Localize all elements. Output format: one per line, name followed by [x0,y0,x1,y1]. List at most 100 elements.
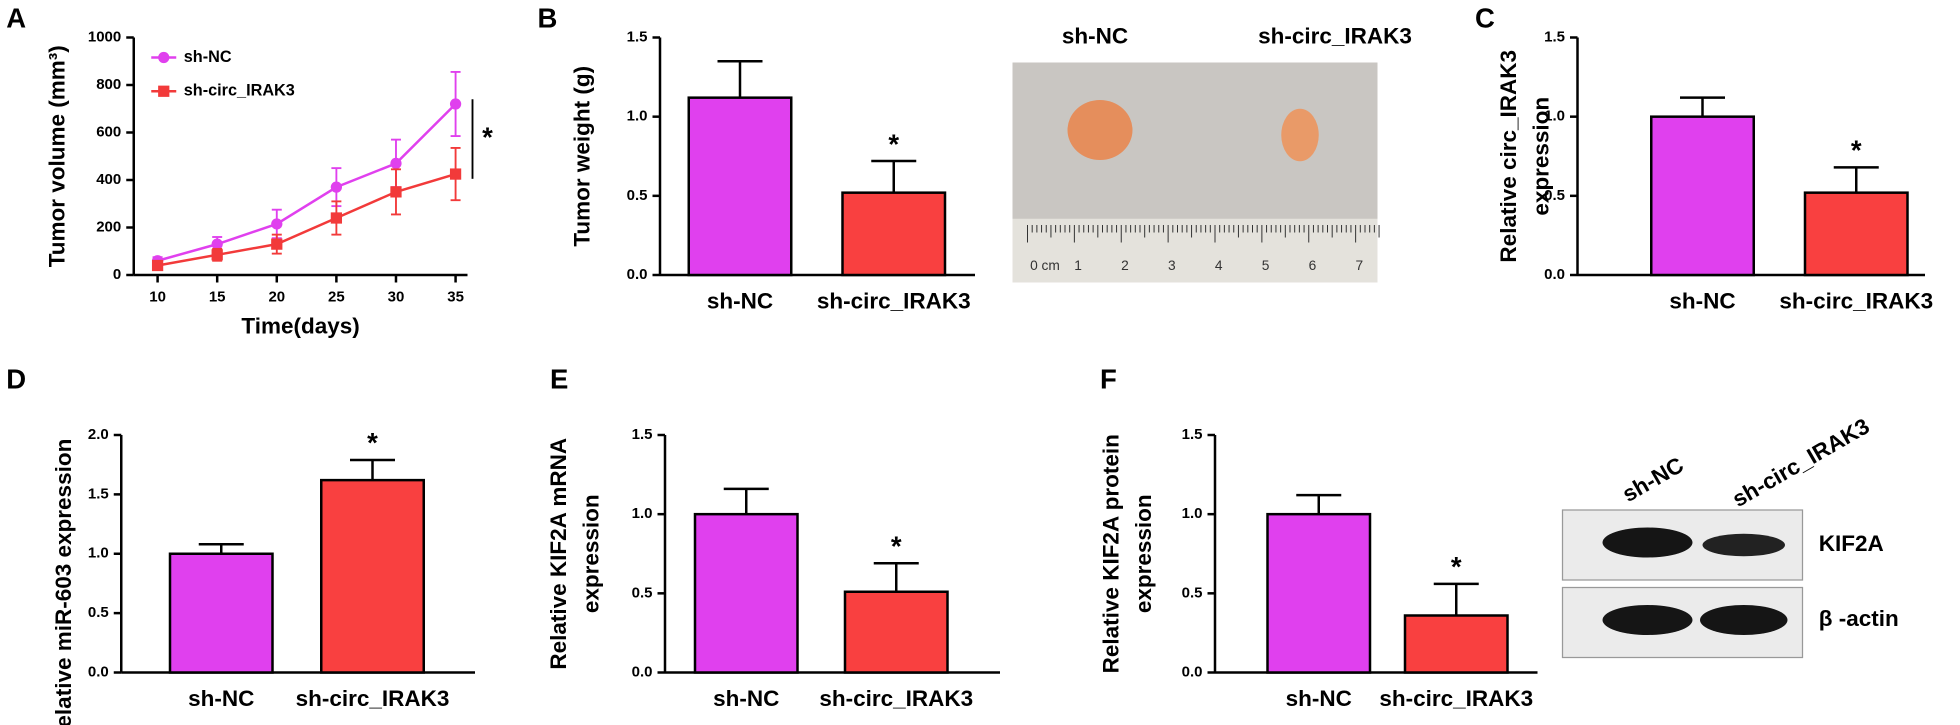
bar [168,552,274,674]
y-axis-title: Relative miR-603 expression [51,439,76,725]
x-tick-label: sh-NC [707,288,773,313]
y-axis-title: Relative KIF2A mRNA [546,438,571,670]
ruler-label: 0 cm [1030,258,1060,273]
x-axis-title: Time(days) [241,313,359,338]
photo-label: sh-circ_IRAK3 [1258,23,1412,48]
x-tick-label: 30 [388,288,405,305]
panel-letter: E [550,364,568,395]
annotation: * [888,128,899,159]
y-tick-label: 0 [113,266,121,283]
x-tick-label: sh-NC [1669,288,1735,313]
y-axis-title: expression [1131,494,1156,613]
point [271,238,283,250]
y-axis-title: Tumor volume (mm³) [45,45,70,267]
panel-letter: F [1100,364,1117,395]
western-blot [1561,509,1804,659]
annotation: * [891,531,902,562]
tumor [1067,100,1133,160]
ruler [1012,218,1378,283]
tumor-photo [1012,62,1378,283]
x-tick-label: 35 [447,288,464,305]
panel-letter: D [6,364,26,395]
x-tick-label: 10 [149,288,166,305]
y-tick-label: 600 [96,123,121,140]
point [390,186,402,198]
photo-label: sh-NC [1062,23,1128,48]
lane-label: sh-NC [1618,452,1688,507]
y-tick-label: 800 [96,76,121,93]
y-axis-title: Relative circ_IRAK3 [1496,50,1521,263]
tumor [1281,108,1319,162]
annotation: * [367,427,378,458]
bar [320,478,425,674]
ruler-label: 1 [1074,258,1082,273]
y-tick-label: 1.5 [1182,426,1203,443]
point [330,212,343,224]
y-tick-label: 0.5 [88,604,109,621]
x-tick-label: sh-NC [713,686,779,711]
y-tick-label: 1.5 [627,28,648,45]
point [390,157,402,169]
y-axis-title: Relative KIF2A protein [1098,434,1123,673]
legend-label: sh-circ_IRAK3 [184,82,295,100]
point [271,218,283,230]
band-label: KIF2A [1819,531,1884,556]
y-tick-label: 0.0 [1182,663,1203,680]
point [330,181,343,193]
bar [843,590,949,674]
band [1602,527,1693,558]
band [1700,605,1788,635]
x-tick-label: 25 [328,288,345,305]
annotation: * [482,121,493,152]
ruler-label: 6 [1309,258,1317,273]
x-tick-label: 20 [268,288,285,305]
ruler-label: 4 [1215,258,1223,273]
bar [693,512,799,674]
x-tick-label: sh-NC [188,686,254,711]
y-tick-label: 0.5 [1182,584,1203,601]
y-axis-title: expression [578,494,603,613]
y-axis-title: Tumor weight (g) [570,66,595,247]
bar [1650,115,1755,277]
y-axis-title: expression [1528,97,1553,216]
point [449,98,462,110]
lane-label: sh-circ_IRAK3 [1728,413,1874,512]
x-tick-label: sh-circ_IRAK3 [817,288,971,313]
y-tick-label: 1000 [88,28,121,45]
y-tick-label: 1.5 [1544,28,1565,45]
y-tick-label: 1.0 [1182,505,1203,522]
y-tick-label: 2.0 [88,426,109,443]
point [449,168,462,180]
ruler-label: 3 [1168,258,1176,273]
y-tick-label: 1.0 [632,505,653,522]
annotation: * [1451,551,1462,582]
x-tick-label: 15 [209,288,226,305]
band-label: β -actin [1819,606,1899,631]
series-line [157,172,456,267]
series-line [157,103,457,262]
legend-label: sh-NC [184,48,232,66]
y-tick-label: 0.0 [632,663,653,680]
y-tick-label: 1.0 [1544,108,1565,125]
bar [1803,191,1909,277]
annotation: * [1851,135,1862,166]
y-tick-label: 1.0 [88,545,109,562]
band [1702,533,1785,557]
band [1602,605,1693,635]
point [211,238,223,250]
ruler-label: 5 [1262,258,1270,273]
ruler-label: 7 [1356,258,1364,273]
y-tick-label: 400 [96,171,121,188]
y-tick-label: 1.5 [632,426,653,443]
y-tick-label: 0.5 [627,187,648,204]
x-tick-label: sh-circ_IRAK3 [296,686,450,711]
y-tick-label: 0.5 [1544,187,1565,204]
y-tick-label: 200 [96,218,121,235]
panel-letter: B [538,2,558,33]
y-tick-label: 0.0 [627,266,648,283]
y-tick-label: 0.0 [88,663,109,680]
x-tick-label: sh-circ_IRAK3 [1379,686,1533,711]
bar [1403,614,1509,674]
x-tick-label: sh-circ_IRAK3 [819,686,973,711]
y-tick-label: 0.5 [632,584,653,601]
